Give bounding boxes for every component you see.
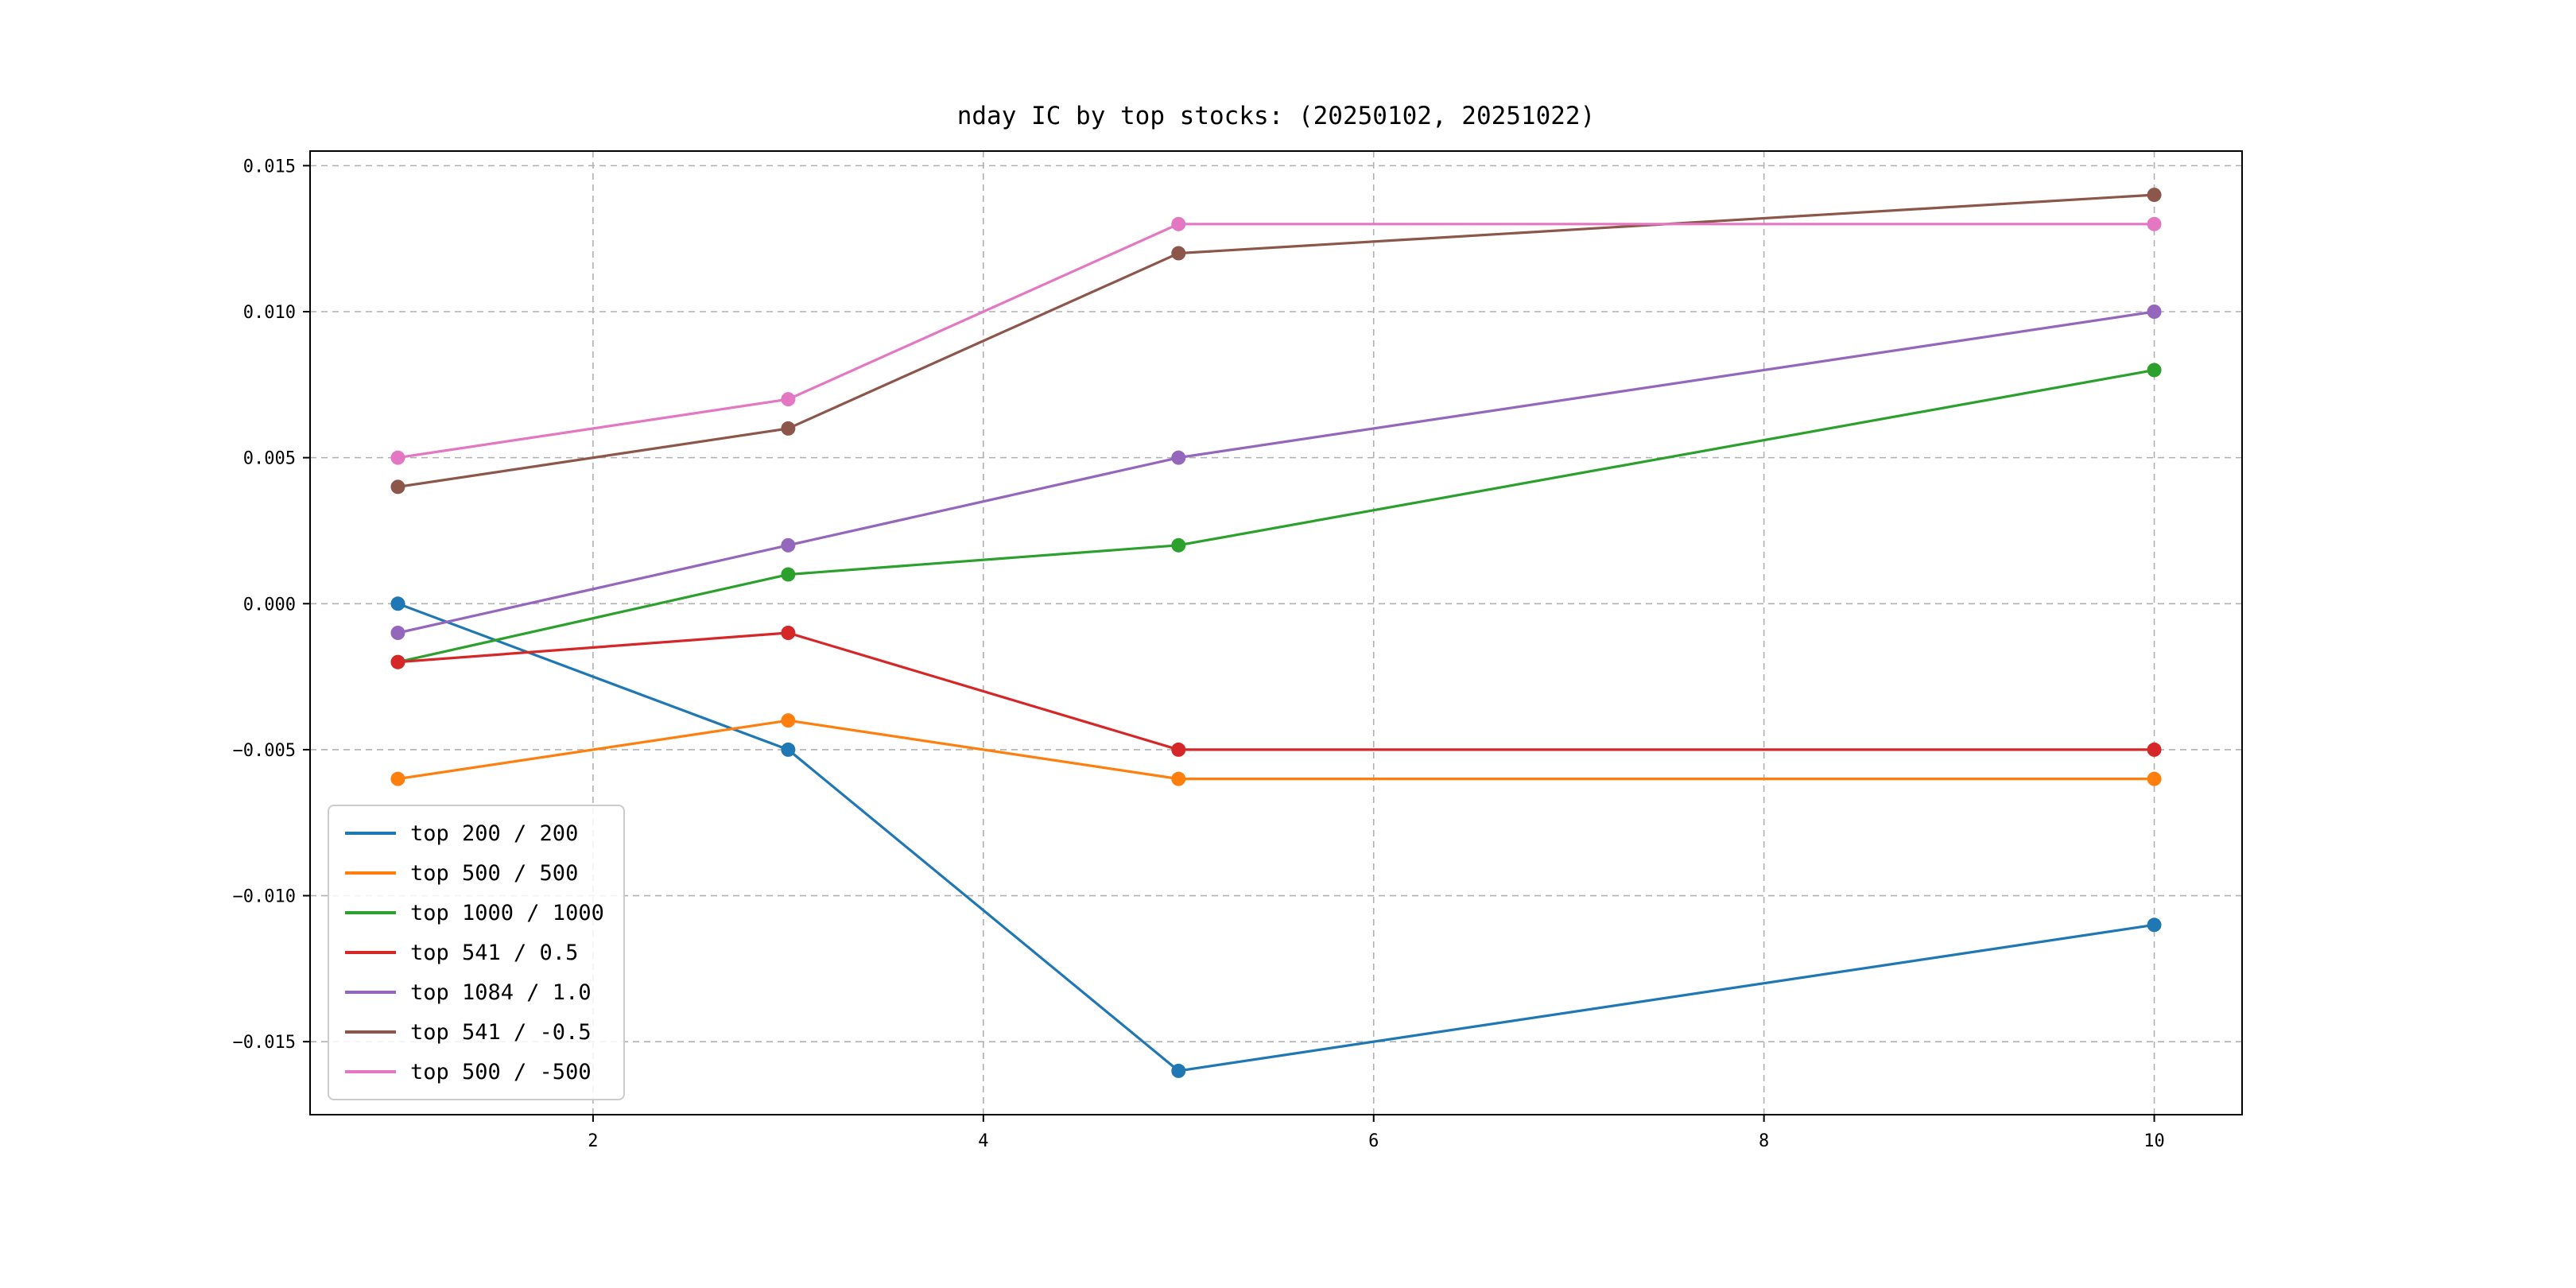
legend-line-sample bbox=[345, 991, 396, 994]
data-point-marker bbox=[781, 537, 796, 553]
data-point-marker bbox=[1171, 450, 1186, 465]
data-point-marker bbox=[2147, 188, 2162, 203]
legend-line-sample bbox=[345, 1030, 396, 1034]
y-tick-label: −0.005 bbox=[233, 741, 296, 761]
data-point-marker bbox=[2147, 363, 2162, 378]
data-point-marker bbox=[2147, 742, 2162, 757]
legend: top 200 / 200 top 500 / 500 top 1000 / 100… bbox=[328, 805, 625, 1100]
x-tick-label: 4 bbox=[978, 1131, 988, 1151]
y-tick-label: −0.015 bbox=[233, 1033, 296, 1053]
x-tick-label: 8 bbox=[1759, 1131, 1769, 1151]
data-point-marker bbox=[781, 626, 796, 640]
data-point-marker bbox=[1171, 246, 1186, 261]
y-tick-label: 0.005 bbox=[243, 449, 296, 469]
series-line bbox=[398, 719, 2155, 781]
data-point-marker bbox=[2147, 918, 2162, 933]
legend-line-sample bbox=[345, 871, 396, 875]
legend-label: top 1084 / 1.0 bbox=[410, 980, 592, 1005]
legend-label: top 541 / 0.5 bbox=[410, 940, 579, 965]
series-line bbox=[397, 602, 2155, 1073]
series-line bbox=[398, 223, 2155, 460]
y-tick-label: 0.000 bbox=[243, 595, 296, 615]
data-point-marker bbox=[2147, 771, 2162, 786]
x-tick-label: 2 bbox=[588, 1131, 598, 1151]
data-point-marker bbox=[781, 421, 796, 436]
y-tick-label: 0.015 bbox=[243, 157, 296, 177]
data-point-marker bbox=[2147, 305, 2162, 319]
data-point-marker bbox=[1171, 742, 1186, 757]
y-tick-label: 0.010 bbox=[243, 303, 296, 323]
legend-item: top 541 / -0.5 bbox=[345, 1016, 604, 1048]
data-point-marker bbox=[390, 771, 405, 786]
legend-item: top 1084 / 1.0 bbox=[345, 976, 604, 1008]
data-point-marker bbox=[781, 742, 796, 757]
legend-label: top 541 / -0.5 bbox=[410, 1019, 592, 1045]
plot-border bbox=[309, 150, 2243, 1115]
x-tick-label: 10 bbox=[2143, 1131, 2165, 1151]
data-point-marker bbox=[390, 450, 405, 465]
legend-line-sample bbox=[345, 832, 396, 835]
data-point-marker bbox=[781, 567, 796, 582]
data-point-marker bbox=[390, 596, 405, 611]
data-point-marker bbox=[1171, 216, 1186, 231]
data-point-marker bbox=[781, 713, 796, 728]
y-tick-label: −0.010 bbox=[233, 887, 296, 907]
legend-item: top 500 / -500 bbox=[345, 1056, 604, 1088]
legend-line-sample bbox=[345, 1070, 396, 1073]
chart-title: nday IC by top stocks: (20250102, 202510… bbox=[956, 102, 1596, 130]
x-tick-label: 6 bbox=[1368, 1131, 1379, 1151]
data-point-marker bbox=[2147, 216, 2162, 231]
legend-label: top 1000 / 1000 bbox=[410, 900, 604, 925]
legend-item: top 1000 / 1000 bbox=[345, 897, 604, 929]
series-line bbox=[398, 368, 2155, 664]
legend-line-sample bbox=[345, 911, 396, 914]
data-point-marker bbox=[1171, 1063, 1186, 1078]
legend-item: top 500 / 500 bbox=[345, 857, 604, 889]
data-point-marker bbox=[1171, 771, 1186, 786]
data-point-marker bbox=[390, 626, 405, 640]
series-line bbox=[398, 310, 2155, 634]
data-point-marker bbox=[390, 479, 405, 495]
legend-item: top 200 / 200 bbox=[345, 817, 604, 849]
data-point-marker bbox=[781, 392, 796, 407]
data-point-marker bbox=[1171, 537, 1186, 553]
legend-item: top 541 / 0.5 bbox=[345, 937, 604, 968]
legend-label: top 200 / 200 bbox=[410, 821, 579, 846]
legend-line-sample bbox=[345, 951, 396, 954]
legend-label: top 500 / 500 bbox=[410, 860, 579, 886]
data-point-marker bbox=[390, 654, 405, 669]
legend-label: top 500 / -500 bbox=[410, 1059, 592, 1084]
series-line bbox=[398, 631, 2155, 751]
